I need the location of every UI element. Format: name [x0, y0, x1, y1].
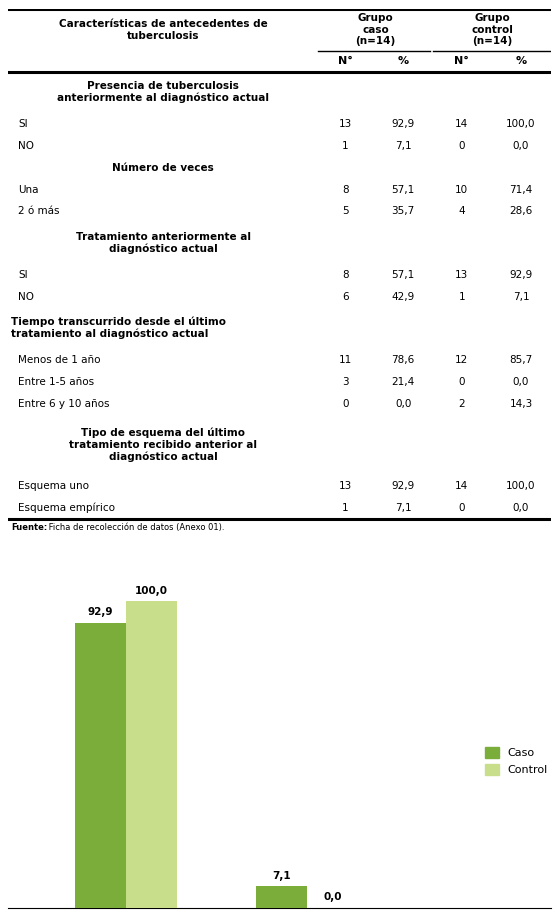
- Text: 100,0: 100,0: [506, 481, 536, 492]
- Text: 5: 5: [343, 206, 349, 216]
- Text: 57,1: 57,1: [392, 270, 415, 280]
- Text: Número de veces: Número de veces: [113, 162, 214, 172]
- Text: SI: SI: [18, 270, 28, 280]
- Text: 0: 0: [458, 503, 465, 514]
- Text: 13: 13: [455, 270, 468, 280]
- Text: 11: 11: [339, 355, 352, 365]
- Bar: [75, 623, 126, 908]
- Text: 0: 0: [458, 377, 465, 387]
- Legend: Caso, Control: Caso, Control: [482, 744, 551, 779]
- Text: Una: Una: [18, 184, 38, 194]
- Text: 13: 13: [339, 481, 352, 492]
- Text: 14,3: 14,3: [510, 399, 532, 408]
- Text: 85,7: 85,7: [510, 355, 532, 365]
- Text: Presencia de tuberculosis
anteriormente al diagnóstico actual: Presencia de tuberculosis anteriormente …: [57, 82, 269, 104]
- Text: 14: 14: [455, 481, 468, 492]
- Text: N°: N°: [455, 56, 469, 66]
- Text: 0: 0: [343, 399, 349, 408]
- Text: Entre 1-5 años: Entre 1-5 años: [18, 377, 94, 387]
- Text: 28,6: 28,6: [510, 206, 532, 216]
- Text: 1: 1: [458, 292, 465, 302]
- Text: Esquema empírico: Esquema empírico: [18, 503, 115, 514]
- Text: 92,9: 92,9: [510, 270, 532, 280]
- Text: 35,7: 35,7: [392, 206, 415, 216]
- Text: Ficha de recolección de datos (Anexo 01).: Ficha de recolección de datos (Anexo 01)…: [46, 524, 225, 532]
- Text: 2 ó más: 2 ó más: [18, 206, 60, 216]
- Text: %: %: [398, 56, 409, 66]
- Text: 92,9: 92,9: [392, 481, 415, 492]
- Text: 0,0: 0,0: [513, 377, 529, 387]
- Text: 0,0: 0,0: [513, 503, 529, 514]
- Text: Menos de 1 año: Menos de 1 año: [18, 355, 101, 365]
- FancyBboxPatch shape: [3, 555, 557, 910]
- Bar: [256, 886, 307, 908]
- Text: 7,1: 7,1: [272, 870, 291, 880]
- Text: Grupo
control
(n=14): Grupo control (n=14): [471, 13, 513, 47]
- Text: 100,0: 100,0: [135, 586, 168, 596]
- Text: 21,4: 21,4: [392, 377, 415, 387]
- Text: 8: 8: [343, 270, 349, 280]
- Text: Grupo
caso
(n=14): Grupo caso (n=14): [355, 13, 395, 47]
- Text: 1: 1: [343, 503, 349, 514]
- Text: 7,1: 7,1: [512, 292, 529, 302]
- Text: 12: 12: [455, 355, 468, 365]
- Text: 2: 2: [458, 399, 465, 408]
- Text: 92,9: 92,9: [88, 607, 114, 617]
- Text: Fuente:: Fuente:: [11, 524, 47, 532]
- Text: 1: 1: [343, 140, 349, 150]
- Text: 7,1: 7,1: [395, 140, 412, 150]
- Text: 4: 4: [458, 206, 465, 216]
- Text: 0,0: 0,0: [395, 399, 412, 408]
- Text: 71,4: 71,4: [510, 184, 532, 194]
- Text: 6: 6: [343, 292, 349, 302]
- Text: NO: NO: [18, 292, 34, 302]
- Text: 0: 0: [458, 140, 465, 150]
- Text: 92,9: 92,9: [392, 119, 415, 129]
- Text: SI: SI: [18, 119, 28, 129]
- Text: %: %: [515, 56, 526, 66]
- Text: 57,1: 57,1: [392, 184, 415, 194]
- Bar: [126, 602, 177, 908]
- Text: 42,9: 42,9: [392, 292, 415, 302]
- Text: 0,0: 0,0: [513, 140, 529, 150]
- Text: 0,0: 0,0: [323, 892, 341, 902]
- Text: 10: 10: [455, 184, 468, 194]
- Text: 100,0: 100,0: [506, 119, 536, 129]
- Text: NO: NO: [18, 140, 34, 150]
- Text: 7,1: 7,1: [395, 503, 412, 514]
- Text: 13: 13: [339, 119, 352, 129]
- Text: 3: 3: [343, 377, 349, 387]
- Text: Tiempo transcurrido desde el último
tratamiento al diagnóstico actual: Tiempo transcurrido desde el último trat…: [11, 316, 226, 339]
- Text: Entre 6 y 10 años: Entre 6 y 10 años: [18, 399, 110, 408]
- Text: Tipo de esquema del último
tratamiento recibido anterior al
diagnóstico actual: Tipo de esquema del último tratamiento r…: [69, 427, 257, 462]
- Text: 14: 14: [455, 119, 468, 129]
- Text: N°: N°: [338, 56, 353, 66]
- Text: 78,6: 78,6: [392, 355, 415, 365]
- Text: Características de antecedentes de
tuberculosis: Características de antecedentes de tuber…: [58, 19, 267, 40]
- Text: 8: 8: [343, 184, 349, 194]
- Text: Esquema uno: Esquema uno: [18, 481, 89, 492]
- Text: Tratamiento anteriormente al
diagnóstico actual: Tratamiento anteriormente al diagnóstico…: [76, 232, 251, 254]
